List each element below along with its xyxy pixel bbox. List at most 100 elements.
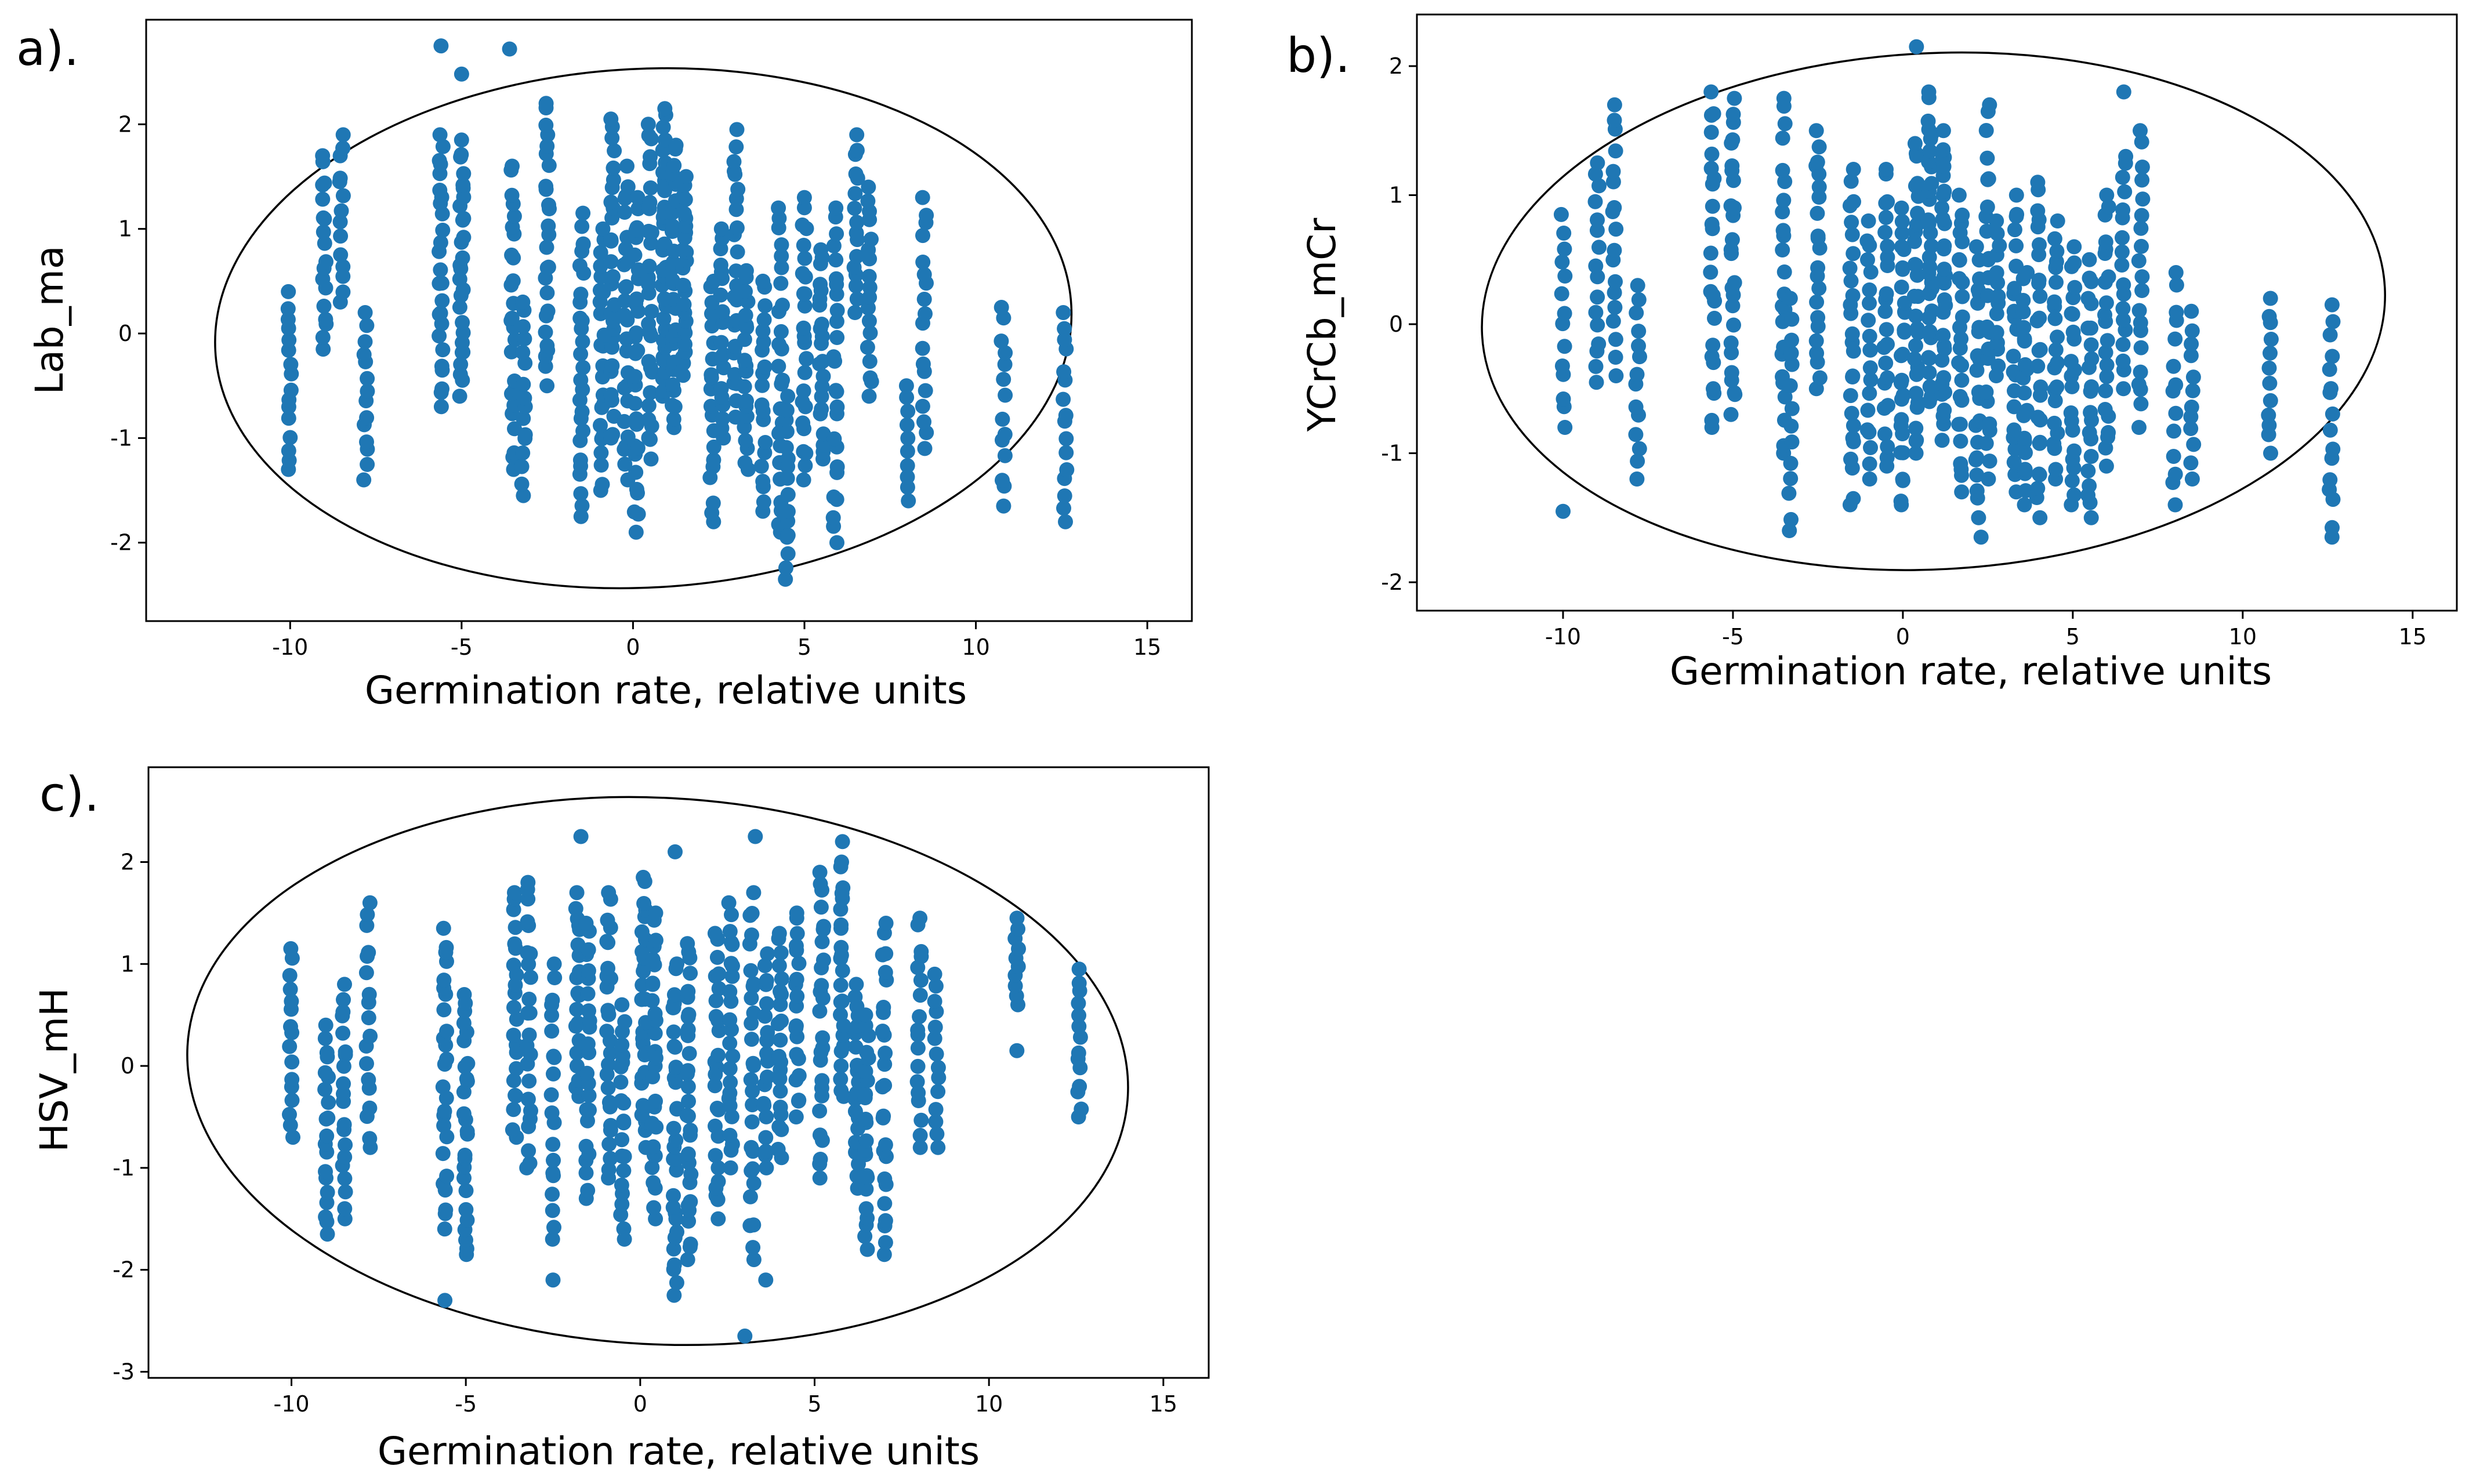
panel-a-point [996,498,1011,514]
panel-b-point [1784,332,1799,348]
panel-c-point [1071,961,1087,977]
panel-b-point [1784,311,1800,327]
panel-c-point [337,977,352,992]
panel-a-point [603,194,619,210]
panel-b-point [2099,187,2115,203]
panel-b-point [2017,357,2033,372]
panel-a-point [316,224,331,240]
panel-b-point [1784,357,1800,372]
panel-a-point [283,357,299,372]
panel-b-point [1557,339,1572,354]
panel-b-point [1880,336,1895,352]
panel-c-point [724,1109,739,1124]
panel-b-point [1726,317,1741,333]
panel-a-point [780,487,796,502]
panel-c-point [282,981,298,997]
panel-b-point [1590,317,1605,333]
panel-a-point [754,397,770,413]
panel-b-point [2047,415,2062,431]
panel-b-point [1894,239,1909,255]
panel-a-point [572,452,588,468]
panel-b-point [1937,292,1952,307]
panel-a-point [915,356,931,372]
panel-a-point [516,488,531,503]
panel-c-point [788,1018,804,1033]
panel-b-point [2116,381,2131,397]
panel-b-point [1607,285,1622,300]
panel-c-point [600,1080,616,1095]
panel-b-point [2133,396,2149,412]
panel-a-point [728,202,744,217]
panel-c-point [723,1075,738,1090]
panel-b-point [2082,478,2097,494]
panel-b-point [1952,271,1967,286]
panel-c-point [614,1196,630,1212]
panel-b-point [1894,280,1909,295]
panel-b-point [2049,379,2065,395]
panel-c-point [507,920,523,935]
panel-b-point [2080,463,2096,479]
panel-c-point [722,984,738,999]
panel-a-point [847,186,863,201]
panel-b-point [1955,289,1970,304]
panel-c-x-tick-label: 15 [1150,1391,1177,1417]
panel-a-point [454,132,469,148]
panel-b-point [1924,238,1939,254]
panel-c-point [759,1109,774,1124]
panel-c-point [814,1073,830,1088]
panel-b-point [1979,150,1995,166]
panel-b-point [1775,162,1790,178]
panel-a-point [605,269,621,284]
panel-b-point [1724,232,1740,248]
panel-a-point [815,368,831,384]
panel-c-point [645,977,661,992]
panel-a-point [919,208,934,223]
panel-c-point [681,1046,697,1061]
panel-a-point [603,254,619,270]
panel-b-point [2184,323,2200,339]
panel-b-point [1589,223,1605,238]
panel-b-point [1588,359,1604,374]
panel-b-x-tick-label: -10 [1545,624,1581,650]
panel-a-point [575,237,591,252]
panel-a-point [506,208,522,224]
panel-c-point [666,987,682,1003]
panel-a-point [573,486,589,502]
panel-a-point [829,399,845,415]
panel-c-point [773,1083,788,1099]
panel-a-point [435,342,451,358]
panel-a-point [774,260,789,275]
panel-b-point [2099,357,2115,373]
panel-c-point [505,1122,520,1138]
panel-a-point [705,495,721,511]
panel-a-point [432,328,447,344]
panel-a-point [360,456,375,472]
panel-c-point [722,1061,738,1076]
panel-a-point [617,307,632,323]
panel-b-point [1953,456,1968,471]
panel-a-x-ticks: -10 -5 0 5 10 15 [272,621,1161,660]
panel-c-point [437,1221,452,1237]
panel-b-point [1935,211,1950,227]
panel-a-point [435,223,451,238]
panel-b-point [1910,325,1926,340]
panel-b-point [1723,335,1739,351]
panel-c-point [581,942,596,957]
panel-a-point [899,390,915,405]
panel-b-point [1705,338,1721,353]
panel-b-confidence-ellipse [1481,51,2386,571]
panel-c-point [438,939,454,955]
panel-c-point [282,968,298,984]
panel-c-plot-frame [147,766,1210,1379]
panel-a-point [575,360,591,375]
panel-c-point [683,1166,699,1182]
panel-b-point [2133,364,2148,380]
panel-a-point [593,245,608,260]
panel-a-point [898,378,914,394]
panel-a-point [1056,364,1072,380]
panel-a-point [828,252,844,268]
panel-c-point [927,1019,943,1035]
panel-a-point [316,342,331,357]
panel-b-point [1981,471,1996,487]
panel-c-point [858,1018,873,1033]
